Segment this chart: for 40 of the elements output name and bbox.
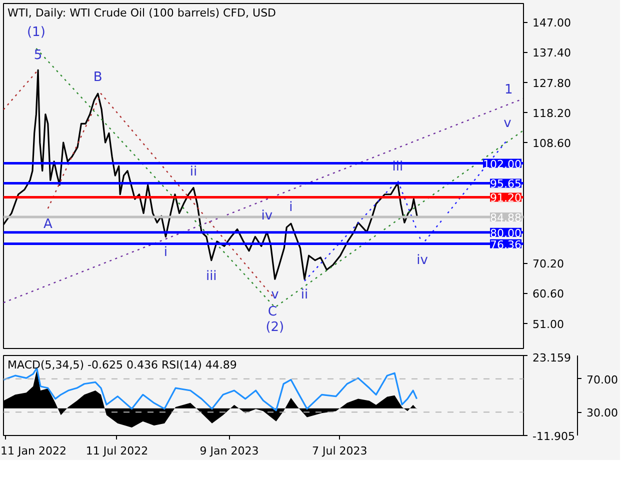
chart-title: MACD(5,34,5) -0.625 0.436 RSI(14) 44.89 (8, 358, 237, 372)
ref-line-label: 102.00 (483, 158, 522, 171)
annotation: i (289, 200, 293, 216)
annotation: 5 (34, 48, 42, 64)
y-tick-label: 147.00 (532, 16, 571, 30)
annotation: v (271, 288, 280, 303)
x-tick-label: 9 Jan 2023 (200, 444, 259, 458)
ref-line-label: 95.65 (490, 178, 522, 191)
y-tick-label: 60.60 (532, 288, 564, 301)
annotation: ii (190, 164, 198, 180)
y-tick-label: 108.60 (532, 137, 571, 150)
annotation: B (93, 70, 102, 86)
ref-line-label: 91.20 (490, 192, 522, 205)
annotation: A (43, 216, 52, 232)
y-tick-label: 70.20 (532, 258, 564, 271)
y-tick-label: 51.00 (532, 318, 564, 331)
y2-tick-label: 30.00 (586, 406, 618, 420)
chart-title: WTI, Daily: WTI Crude Oil (100 barrels) CFD, USD (8, 6, 276, 20)
ref-line-label: 84.88 (490, 212, 522, 225)
annotation: i (164, 245, 168, 260)
ref-line-label: 76.36 (490, 238, 522, 252)
x-tick-label: 7 Jul 2023 (312, 444, 368, 458)
y-tick-label: 127.80 (532, 76, 571, 90)
y-tick-label: -11.905 (532, 430, 575, 443)
annotation: 1 (504, 82, 513, 98)
annotation: iv (416, 252, 428, 268)
y-tick-label: 137.40 (532, 46, 571, 60)
y2-tick-label: 70.00 (586, 373, 618, 386)
annotation: v (504, 116, 512, 132)
y-tick-label: 118.20 (532, 106, 571, 120)
x-tick-label: 11 Jan 2022 (0, 444, 66, 458)
annotation: iii (206, 268, 217, 284)
ref-line-label: 80.00 (490, 226, 522, 240)
y-tick-label: 23.159 (532, 352, 571, 364)
annotation: C (268, 304, 277, 320)
annotation: iv (261, 208, 273, 224)
annotation: (2) (266, 320, 284, 335)
annotation: (1) (26, 24, 46, 40)
x-tick-label: 11 Jul 2022 (86, 444, 148, 458)
annotation: ii (300, 288, 308, 303)
